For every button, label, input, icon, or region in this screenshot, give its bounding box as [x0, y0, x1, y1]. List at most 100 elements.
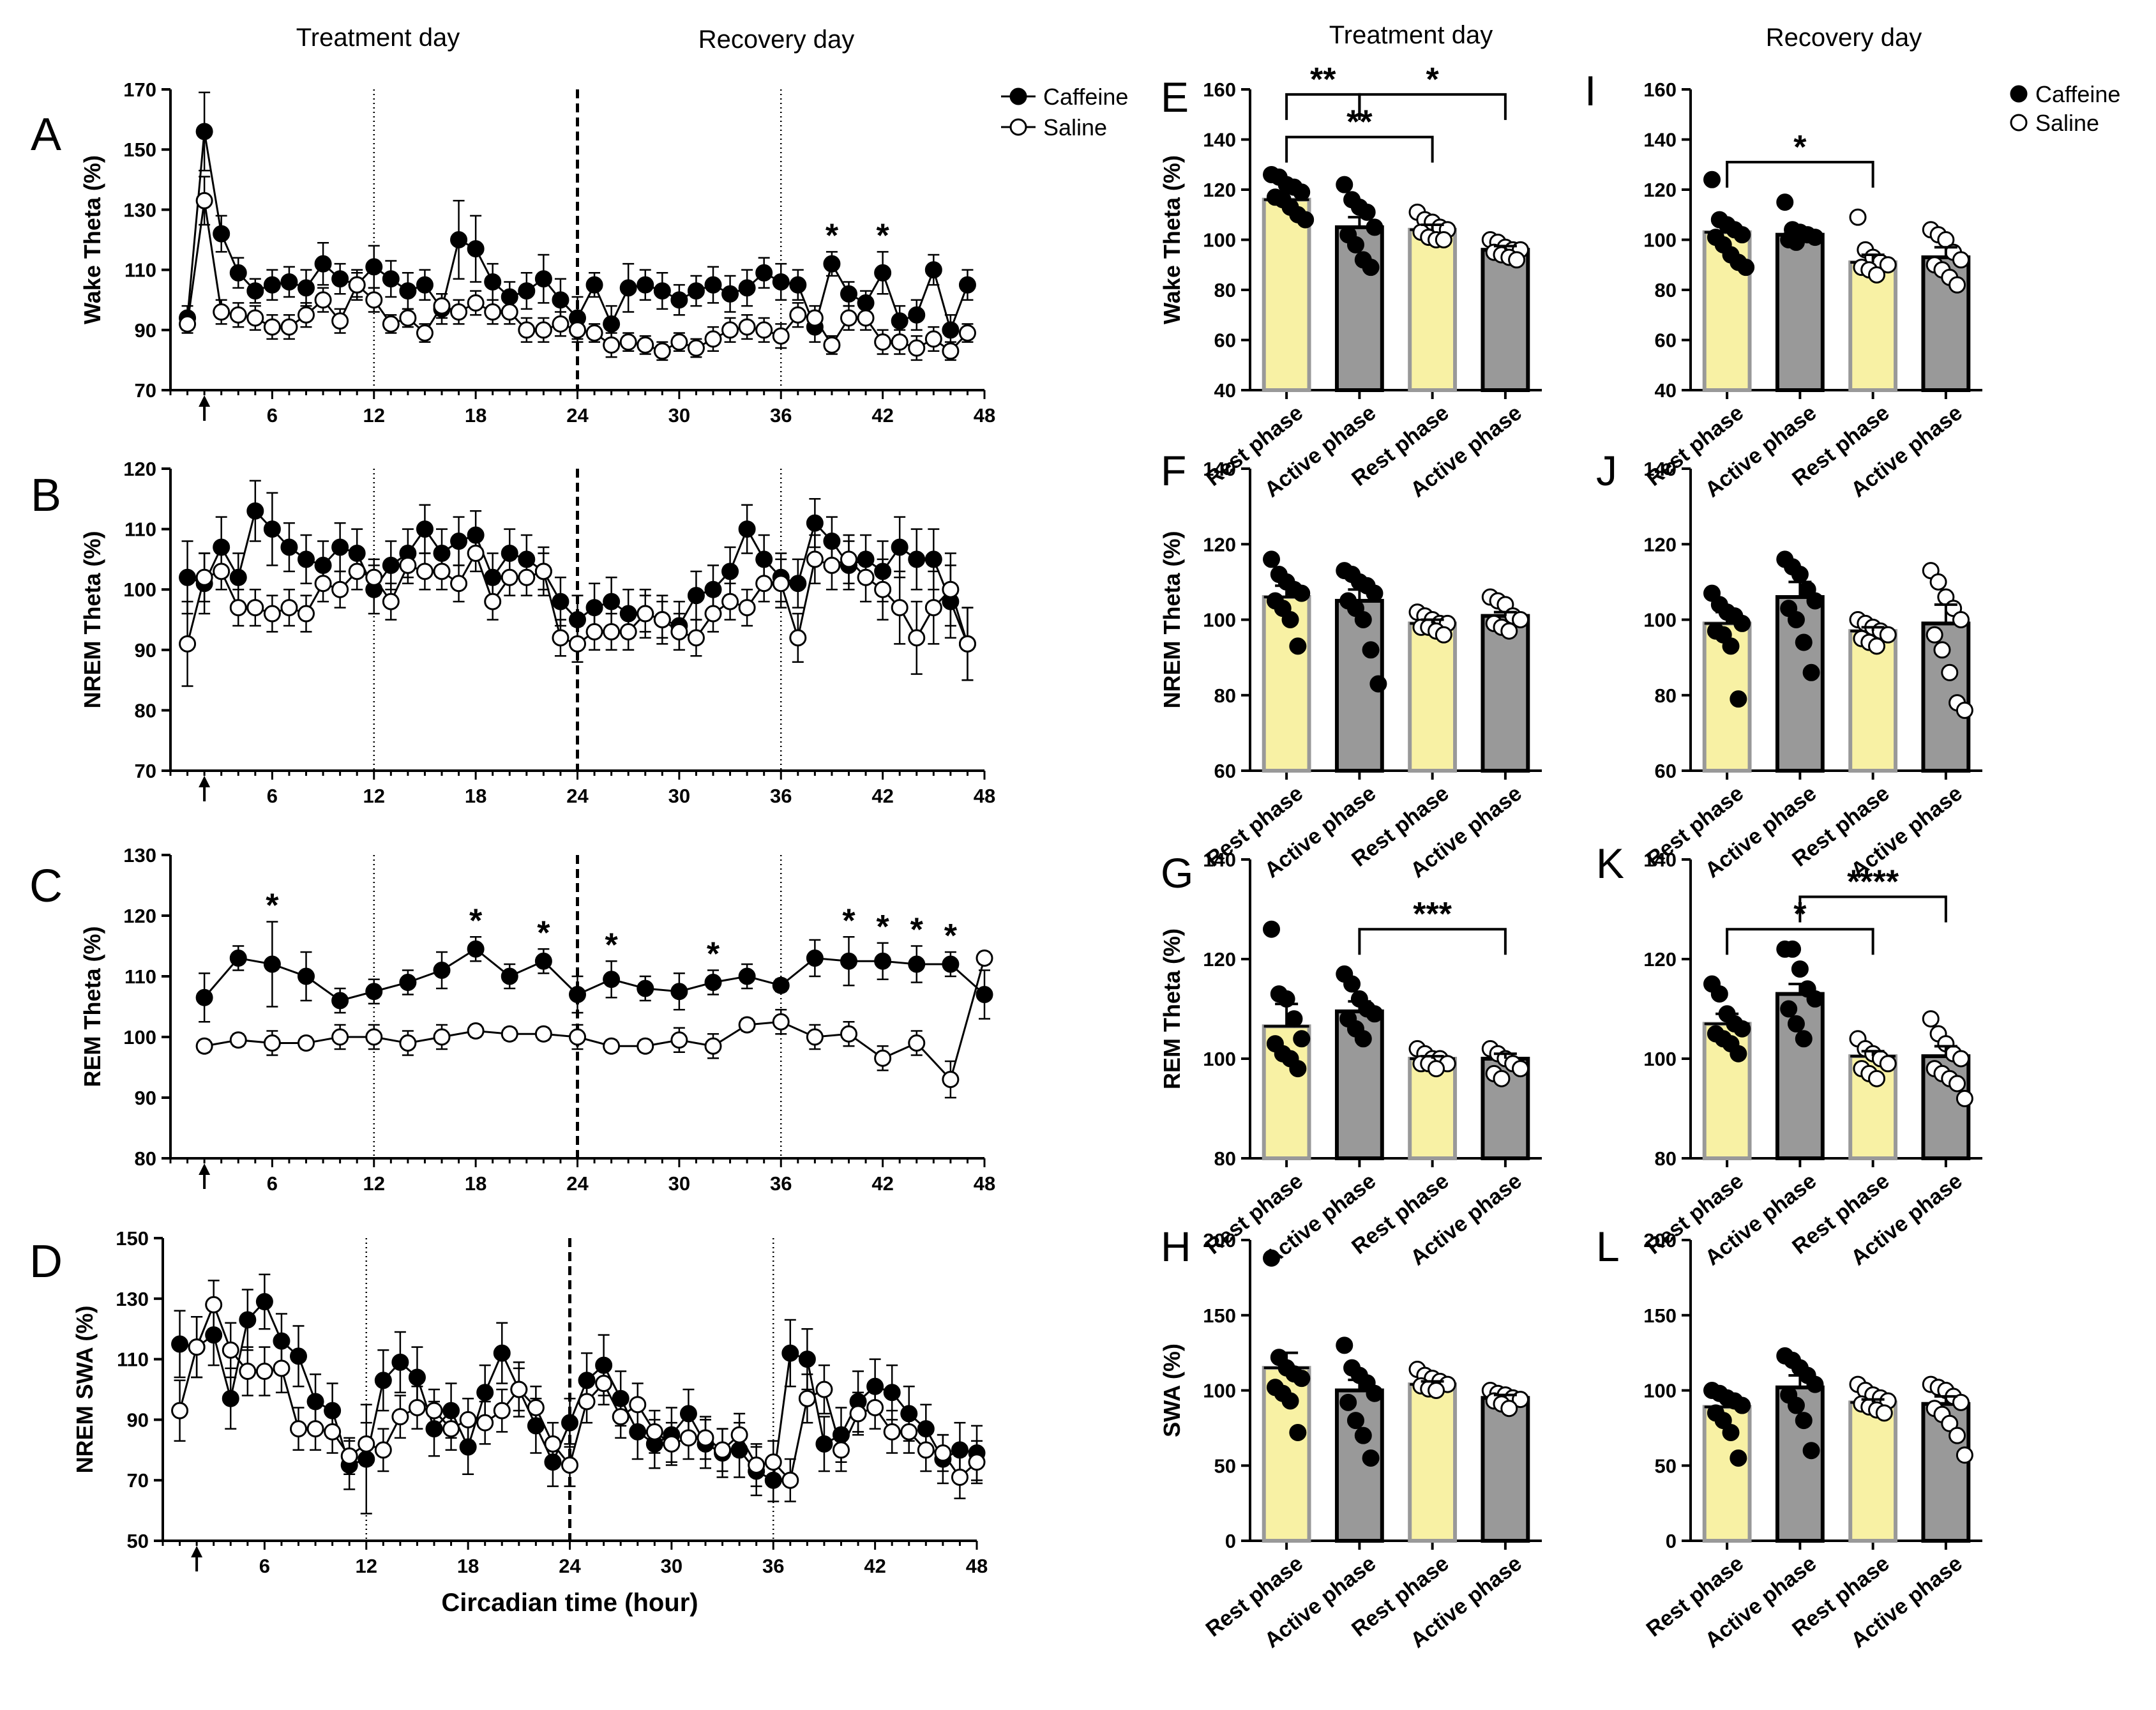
data-point-saline: [450, 575, 468, 593]
data-point-caffeine: [263, 955, 281, 973]
data-point-saline: [229, 599, 247, 617]
individual-point: [1926, 626, 1943, 644]
data-point-saline: [704, 1037, 722, 1055]
data-point-saline: [849, 1405, 867, 1423]
data-point-saline: [924, 330, 942, 348]
significance-star: *: [266, 888, 279, 925]
individual-point: [1787, 233, 1805, 251]
significance-stars: **: [1346, 104, 1373, 141]
individual-point: [1733, 614, 1751, 632]
data-point-caffeine: [280, 538, 298, 556]
data-point-saline: [408, 1398, 426, 1416]
data-point-caffeine: [891, 538, 908, 556]
data-point-saline: [229, 306, 247, 324]
panel-letter-k: K: [1596, 840, 1624, 887]
individual-point: [1362, 1449, 1380, 1467]
data-point-caffeine: [399, 974, 417, 991]
data-point-saline: [450, 303, 468, 321]
x-tick-label: 42: [871, 1172, 893, 1195]
data-point-saline: [518, 321, 536, 339]
legend-saline-marker: [1009, 118, 1027, 136]
individual-point: [1952, 1393, 1970, 1411]
data-point-saline: [348, 563, 366, 580]
individual-point: [1787, 611, 1805, 628]
individual-point: [1795, 633, 1813, 651]
individual-point: [1952, 1050, 1970, 1068]
individual-point: [1806, 990, 1824, 1008]
data-point-saline: [874, 333, 892, 351]
bar-4: [1481, 248, 1530, 393]
significance-bracket: [1798, 895, 1947, 923]
data-point-saline: [612, 1408, 629, 1426]
data-point-saline: [314, 291, 332, 309]
data-point-caffeine: [263, 276, 281, 294]
significance-star: *: [842, 902, 856, 939]
panel-c-rem-theta-line-chart: C 80 90 100 110 120 130 6 12 18 24 30 36 42 48 REM Thet…: [29, 844, 995, 1195]
x-tick-label: 6: [267, 404, 278, 427]
data-point-saline: [619, 333, 637, 351]
data-point-caffeine: [229, 264, 247, 282]
data-point-saline: [298, 1034, 315, 1052]
data-point-saline: [629, 1396, 647, 1414]
individual-point: [1787, 1015, 1805, 1033]
individual-point: [1733, 226, 1751, 244]
data-point-caffeine: [874, 952, 892, 970]
data-point-saline: [552, 315, 569, 333]
injection-arrow-head: [191, 1546, 203, 1557]
data-point-saline: [806, 550, 824, 568]
y-tick-label: 0: [1225, 1530, 1236, 1552]
y-tick-label: 100: [1643, 1048, 1677, 1070]
data-point-caffeine: [942, 955, 960, 973]
y-tick-label: 100: [1203, 1380, 1236, 1402]
data-point-saline: [534, 321, 552, 339]
data-point-saline: [467, 544, 485, 562]
individual-point: [1806, 592, 1824, 610]
individual-point: [1802, 1442, 1820, 1460]
data-point-caffeine: [976, 986, 993, 1003]
data-point-saline: [467, 1022, 485, 1040]
data-point-caffeine: [561, 1414, 578, 1432]
data-point-saline: [874, 1049, 892, 1067]
individual-point: [1879, 256, 1897, 274]
data-point-saline: [908, 1034, 926, 1052]
y-tick-label: 100: [1203, 229, 1236, 252]
data-point-caffeine: [246, 502, 264, 520]
data-point-saline: [476, 1414, 494, 1432]
data-point-saline: [738, 599, 756, 617]
data-point-saline: [246, 309, 264, 327]
y-tick-label: 130: [123, 199, 156, 221]
data-point-caffeine: [738, 520, 756, 538]
data-point-saline: [255, 1363, 273, 1381]
individual-point: [1795, 1412, 1813, 1430]
data-point-saline: [645, 1423, 663, 1441]
data-point-saline: [714, 1441, 732, 1459]
data-point-saline: [501, 303, 518, 321]
individual-point: [1511, 1060, 1529, 1078]
panel-letter-j: J: [1596, 447, 1617, 494]
significance-star: *: [877, 909, 890, 946]
y-tick-label: 100: [1203, 1048, 1236, 1070]
data-point-saline: [382, 593, 400, 610]
data-point-caffeine: [552, 593, 569, 610]
individual-point: [1500, 622, 1518, 640]
data-point-saline: [365, 1028, 383, 1046]
header-recovery-day-right: Recovery day: [1766, 24, 1922, 52]
significance-stars: **: [1310, 61, 1336, 98]
data-point-saline: [229, 1031, 247, 1049]
data-point-saline: [425, 1402, 443, 1419]
data-point-caffeine: [493, 1344, 511, 1362]
data-point-caffeine: [484, 273, 502, 291]
x-tick-label: 6: [267, 785, 278, 807]
data-point-caffeine: [704, 276, 722, 294]
data-point-saline: [501, 568, 518, 586]
individual-point: [1346, 1412, 1364, 1430]
data-point-saline: [493, 1402, 511, 1419]
individual-point: [1806, 1375, 1824, 1393]
data-point-caffeine: [891, 312, 908, 330]
data-point-caffeine: [755, 264, 773, 282]
individual-point: [1354, 1426, 1372, 1444]
data-point-saline: [416, 324, 433, 342]
data-point-caffeine: [290, 1347, 307, 1365]
y-tick-label: 120: [1643, 179, 1677, 201]
individual-point: [1806, 229, 1824, 246]
